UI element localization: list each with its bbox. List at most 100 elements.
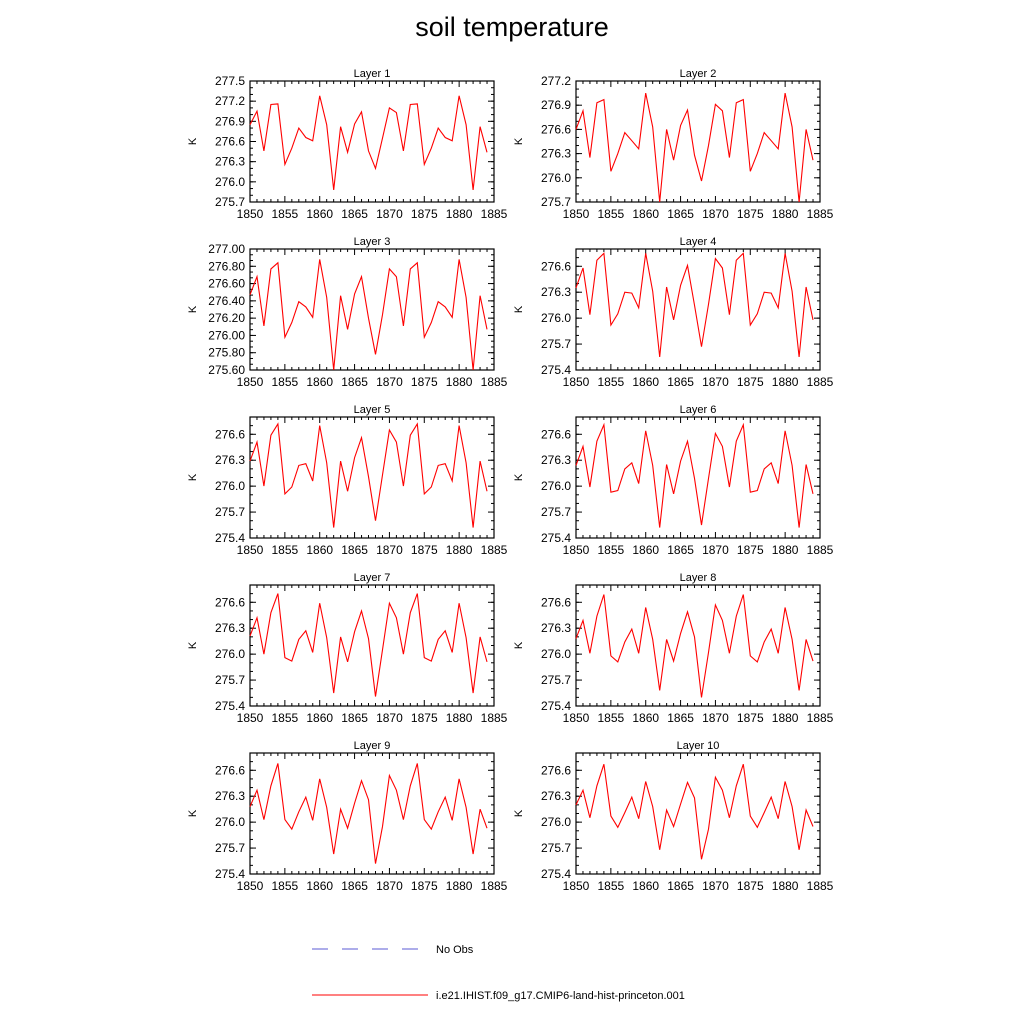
y-tick-label: 276.3 bbox=[541, 789, 571, 803]
y-tick-label: 275.80 bbox=[208, 346, 245, 360]
x-tick-label: 1865 bbox=[341, 375, 368, 389]
series-line bbox=[249, 763, 488, 864]
y-tick-label: 276.3 bbox=[215, 789, 245, 803]
x-tick-label: 1880 bbox=[446, 207, 473, 221]
x-tick-label: 1865 bbox=[667, 375, 694, 389]
x-tick-label: 1885 bbox=[807, 207, 834, 221]
x-tick-label: 1865 bbox=[667, 711, 694, 725]
x-tick-label: 1855 bbox=[272, 207, 299, 221]
y-axis-label: K bbox=[187, 641, 199, 649]
x-tick-label: 1880 bbox=[772, 207, 799, 221]
x-tick-label: 1855 bbox=[598, 543, 625, 557]
series-line bbox=[249, 422, 488, 528]
x-tick-label: 1875 bbox=[737, 711, 764, 725]
x-tick-label: 1850 bbox=[563, 879, 590, 893]
x-tick-label: 1885 bbox=[481, 711, 508, 725]
x-tick-label: 1870 bbox=[702, 711, 729, 725]
x-tick-label: 1860 bbox=[632, 711, 659, 725]
y-tick-label: 275.7 bbox=[215, 195, 245, 209]
y-tick-label: 275.4 bbox=[541, 867, 571, 881]
series-line bbox=[249, 593, 488, 697]
x-tick-label: 1880 bbox=[772, 543, 799, 557]
panel-title: Layer 2 bbox=[680, 68, 717, 80]
x-tick-label: 1885 bbox=[807, 711, 834, 725]
x-tick-label: 1860 bbox=[306, 543, 333, 557]
x-tick-label: 1885 bbox=[807, 375, 834, 389]
x-tick-label: 1875 bbox=[737, 879, 764, 893]
x-tick-label: 1880 bbox=[772, 711, 799, 725]
y-tick-label: 276.3 bbox=[541, 621, 571, 635]
y-tick-label: 276.0 bbox=[541, 815, 571, 829]
y-tick-label: 276.0 bbox=[215, 815, 245, 829]
panel-title: Layer 9 bbox=[354, 740, 391, 752]
x-tick-label: 1865 bbox=[341, 543, 368, 557]
y-tick-label: 276.0 bbox=[541, 479, 571, 493]
x-tick-label: 1855 bbox=[598, 375, 625, 389]
y-tick-label: 275.7 bbox=[541, 337, 571, 351]
y-tick-label: 276.3 bbox=[541, 285, 571, 299]
y-tick-label: 275.7 bbox=[541, 505, 571, 519]
y-tick-label: 275.7 bbox=[215, 841, 245, 855]
x-tick-label: 1850 bbox=[237, 207, 264, 221]
y-axis-label: K bbox=[187, 305, 199, 313]
x-tick-label: 1855 bbox=[598, 711, 625, 725]
series-line bbox=[575, 252, 814, 358]
x-tick-label: 1870 bbox=[376, 711, 403, 725]
y-tick-label: 276.9 bbox=[541, 98, 571, 112]
x-tick-label: 1850 bbox=[563, 207, 590, 221]
x-tick-label: 1860 bbox=[632, 879, 659, 893]
y-tick-label: 276.0 bbox=[541, 311, 571, 325]
plot-frame bbox=[249, 416, 495, 539]
panel-layer-9: Layer 9 K 275.4 275.7 276.0 276.3 276.6 1850 185… bbox=[187, 740, 508, 893]
panel-title: Layer 4 bbox=[680, 236, 717, 248]
y-tick-label: 276.6 bbox=[541, 122, 571, 136]
plot-frame bbox=[575, 80, 821, 203]
x-tick-label: 1870 bbox=[376, 207, 403, 221]
panel-title: Layer 7 bbox=[354, 572, 391, 584]
x-tick-label: 1880 bbox=[772, 375, 799, 389]
y-tick-label: 276.6 bbox=[215, 595, 245, 609]
y-tick-label: 275.7 bbox=[541, 195, 571, 209]
y-tick-label: 276.0 bbox=[215, 647, 245, 661]
x-tick-label: 1855 bbox=[272, 879, 299, 893]
y-tick-label: 275.7 bbox=[215, 505, 245, 519]
y-tick-label: 276.6 bbox=[541, 259, 571, 273]
x-tick-label: 1875 bbox=[411, 711, 438, 725]
plot-frame bbox=[249, 80, 495, 203]
y-tick-label: 276.6 bbox=[215, 427, 245, 441]
y-tick-label: 276.3 bbox=[541, 147, 571, 161]
x-tick-label: 1865 bbox=[667, 207, 694, 221]
y-tick-label: 275.4 bbox=[541, 363, 571, 377]
panel-layer-5: Layer 5 K 275.4 275.7 276.0 276.3 276.6 1850 185… bbox=[187, 404, 508, 557]
x-tick-label: 1860 bbox=[306, 375, 333, 389]
x-tick-label: 1855 bbox=[598, 879, 625, 893]
x-tick-label: 1860 bbox=[306, 207, 333, 221]
y-axis-label: K bbox=[513, 473, 525, 481]
y-tick-label: 276.6 bbox=[541, 763, 571, 777]
y-tick-label: 277.00 bbox=[208, 242, 245, 256]
x-tick-label: 1870 bbox=[376, 879, 403, 893]
y-tick-label: 276.0 bbox=[541, 171, 571, 185]
y-tick-label: 276.3 bbox=[215, 621, 245, 635]
y-tick-label: 276.6 bbox=[215, 135, 245, 149]
panel-layer-8: Layer 8 K 275.4 275.7 276.0 276.3 276.6 1850 185… bbox=[513, 572, 834, 725]
x-tick-label: 1885 bbox=[481, 375, 508, 389]
y-tick-label: 275.60 bbox=[208, 363, 245, 377]
y-tick-label: 275.4 bbox=[215, 699, 245, 713]
y-tick-label: 276.00 bbox=[208, 328, 245, 342]
y-tick-label: 276.6 bbox=[541, 427, 571, 441]
panel-layer-1: Layer 1 K 275.7 276.0 276.3 276.6 276.9 277.2 27… bbox=[187, 68, 508, 221]
x-tick-label: 1865 bbox=[667, 879, 694, 893]
x-tick-label: 1860 bbox=[632, 375, 659, 389]
plot-frame bbox=[575, 752, 821, 875]
panel-layer-7: Layer 7 K 275.4 275.7 276.0 276.3 276.6 1850 185… bbox=[187, 572, 508, 725]
x-tick-label: 1870 bbox=[376, 543, 403, 557]
x-tick-label: 1860 bbox=[306, 879, 333, 893]
y-tick-label: 276.3 bbox=[215, 155, 245, 169]
x-tick-label: 1850 bbox=[563, 375, 590, 389]
x-tick-label: 1875 bbox=[411, 543, 438, 557]
series-line bbox=[249, 259, 488, 371]
panel-layer-3: Layer 3 K 275.60 275.80 276.00 276.20 276.40 27… bbox=[187, 236, 508, 389]
y-tick-label: 276.3 bbox=[215, 453, 245, 467]
